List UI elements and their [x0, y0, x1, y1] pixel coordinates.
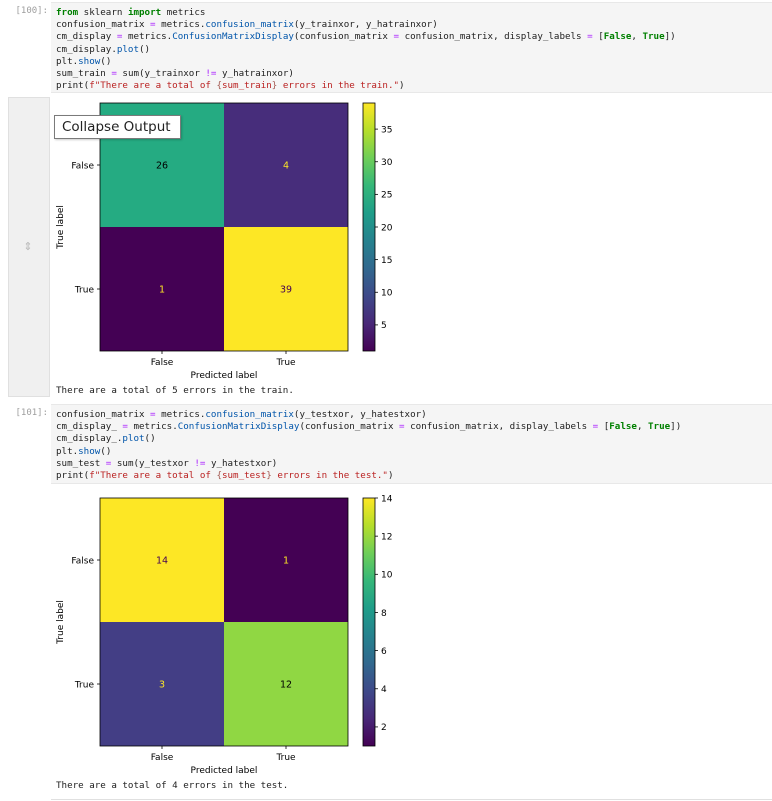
- colorbar-tick-label: 6: [381, 647, 387, 657]
- x-axis-label: Predicted label: [191, 766, 258, 776]
- y-tick-label: True: [74, 681, 95, 691]
- cell-prompt: [100]:: [15, 6, 48, 16]
- collapse-output-tooltip: Collapse Output: [54, 115, 181, 139]
- colorbar-tick-label: 20: [381, 223, 393, 233]
- cell-value-label: 39: [280, 285, 292, 296]
- output-text: There are a total of 4 errors in the tes…: [56, 780, 289, 791]
- colorbar-tick-label: 10: [381, 289, 393, 299]
- colorbar-tick-label: 10: [381, 571, 393, 581]
- matrix-cell: [100, 227, 224, 351]
- cell-value-label: 4: [283, 161, 289, 172]
- x-tick-label: True: [275, 358, 296, 368]
- output-collapser[interactable]: [8, 97, 50, 397]
- colorbar-tick-label: 15: [381, 256, 392, 266]
- confusion-matrix-chart: 26 4 1 39 False True False True Predicted label T…: [56, 102, 393, 381]
- x-tick-label: False: [151, 753, 174, 763]
- output-text: There are a total of 5 errors in the tra…: [56, 385, 294, 396]
- cell-value-label: 3: [159, 680, 165, 691]
- colorbar-tick-label: 30: [381, 158, 393, 168]
- matrix-cell: [100, 498, 224, 622]
- cell-value-label: 14: [156, 556, 168, 567]
- code-cell[interactable]: from sklearn import metrics confusion_ma…: [51, 2, 772, 93]
- code-editor[interactable]: confusion_matrix = metrics.confusion_mat…: [56, 409, 682, 482]
- colorbar-tick-label: 5: [381, 321, 387, 331]
- colorbar: [362, 102, 376, 352]
- code-cell[interactable]: confusion_matrix = metrics.confusion_mat…: [51, 404, 772, 484]
- x-axis-label: Predicted label: [191, 371, 258, 381]
- matrix-cell: [224, 227, 348, 351]
- matrix-cell: [224, 498, 348, 622]
- colorbar-tick-label: 8: [381, 609, 387, 619]
- cell-divider: [51, 799, 772, 800]
- cell-value-label: 1: [283, 556, 289, 567]
- y-axis-label: True label: [56, 600, 66, 645]
- collapse-icon[interactable]: ⇕: [23, 240, 33, 253]
- matrix-cell: [100, 622, 224, 746]
- colorbar-tick-label: 25: [381, 191, 392, 201]
- colorbar-tick-label: 2: [381, 723, 387, 733]
- colorbar-tick-label: 14: [381, 494, 393, 504]
- colorbar-tick-label: 4: [381, 685, 387, 695]
- matrix-cell: [224, 622, 348, 746]
- y-axis-label: True label: [56, 205, 66, 250]
- cell-value-label: 26: [156, 161, 168, 172]
- cell-prompt: [101]:: [15, 408, 48, 418]
- x-tick-label: True: [275, 753, 296, 763]
- matrix-cell: [224, 103, 348, 227]
- colorbar-tick-label: 35: [381, 125, 392, 135]
- cell-value-label: 12: [280, 680, 292, 691]
- colorbar: [362, 497, 376, 747]
- code-editor[interactable]: from sklearn import metrics confusion_ma…: [56, 7, 676, 92]
- cell-value-label: 1: [159, 285, 165, 296]
- x-tick-label: False: [151, 358, 174, 368]
- y-tick-label: False: [71, 557, 94, 567]
- y-tick-label: True: [74, 286, 95, 296]
- matrix-frame: [99, 102, 349, 352]
- matrix-frame: [99, 497, 349, 747]
- y-tick-label: False: [71, 162, 94, 172]
- colorbar-tick-label: 12: [381, 532, 392, 542]
